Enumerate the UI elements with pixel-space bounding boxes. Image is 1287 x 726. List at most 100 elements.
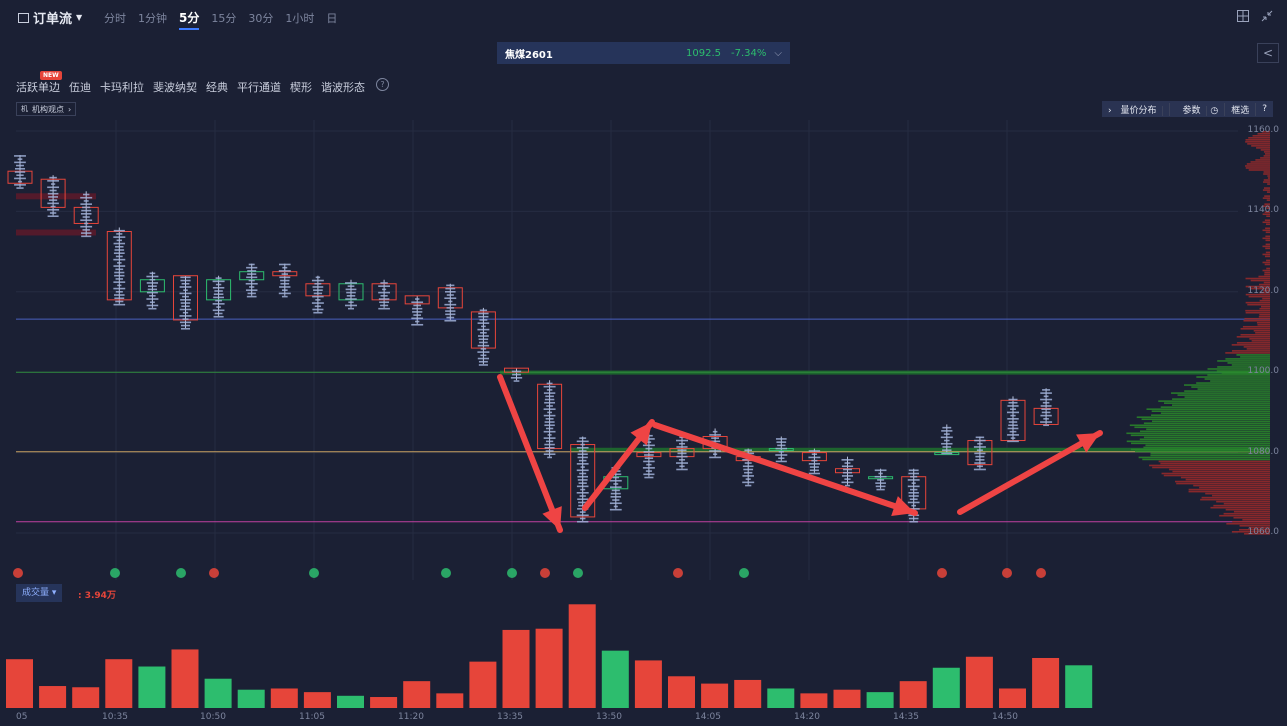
app-title[interactable]: 订单流 ▼: [18, 8, 82, 27]
footprint-cell: [547, 456, 552, 459]
footprint-cell: [577, 498, 589, 501]
footprint-cell: [246, 295, 257, 298]
footprint-cell: [907, 485, 920, 488]
params-button[interactable]: 参数 ◷: [1170, 102, 1226, 116]
footprint-cell: [47, 180, 59, 182]
footprint-cell: [809, 469, 819, 472]
signal-marker-13: [1036, 568, 1046, 578]
tool-item-7[interactable]: 谐波形态: [321, 81, 365, 94]
profile-bar: [1236, 342, 1270, 344]
profile-bar: [1245, 301, 1270, 304]
tab-2[interactable]: 5分: [179, 9, 200, 30]
footprint-cell: [115, 268, 124, 271]
profile-bar: [1263, 179, 1270, 181]
volume-indicator-button[interactable]: 成交量 ▾: [16, 584, 63, 602]
footprint-cell: [744, 462, 752, 464]
footprint-cell: [579, 511, 586, 513]
profile-bar: [1151, 414, 1270, 417]
footprint-cell: [1008, 401, 1018, 404]
profile-bar: [1267, 177, 1270, 179]
profile-bar: [1262, 245, 1270, 248]
volume-bar-21: [701, 683, 729, 708]
profile-bar: [1251, 340, 1270, 342]
profile-bar: [1183, 384, 1270, 386]
price-chart[interactable]: [0, 120, 1287, 585]
tool-item-0[interactable]: 活跃单边: [16, 81, 60, 94]
tab-3[interactable]: 15分: [211, 12, 237, 25]
footprint-cell: [712, 430, 718, 433]
profile-bar: [1191, 386, 1270, 388]
profile-bar: [1249, 287, 1270, 290]
profile-bar: [1244, 317, 1270, 320]
tab-4[interactable]: 30分: [248, 12, 274, 25]
footprint-cell: [149, 272, 156, 275]
footprint-cell: [1008, 424, 1018, 427]
tool-item-3[interactable]: 斐波纳契: [153, 81, 197, 94]
ticker-bar[interactable]: 焦煤2601 1092.5 -7.34% ⌵: [497, 42, 790, 64]
footprint-cell: [941, 452, 953, 455]
profile-bar: [1257, 133, 1270, 135]
footprint-cell: [182, 318, 189, 320]
tab-6[interactable]: 日: [326, 12, 338, 25]
collapse-button[interactable]: <: [1257, 43, 1279, 63]
footprint-cell: [50, 205, 56, 208]
footprint-cell: [742, 475, 754, 477]
volume-bar-10: [337, 695, 364, 708]
tool-item-1[interactable]: 伍迪: [69, 81, 91, 94]
footprint-cell: [146, 275, 159, 278]
footprint-cell: [580, 488, 586, 491]
help-icon[interactable]: ?: [1262, 104, 1267, 114]
footprint-cell: [907, 501, 920, 504]
footprint-cell: [478, 360, 488, 363]
footprint-cell: [841, 465, 854, 468]
tool-item-4[interactable]: 经典: [206, 81, 228, 94]
tool-item-5[interactable]: 平行通道: [237, 81, 281, 94]
help-icon[interactable]: ?: [376, 78, 389, 91]
footprint-cell: [446, 284, 455, 287]
footprint-cell: [944, 439, 950, 442]
price-tick-1: 1140.0: [1247, 205, 1280, 216]
footprint-cell: [545, 450, 554, 452]
footprint-cell: [713, 453, 718, 456]
volume-bar-12: [403, 681, 431, 708]
footprint-cell: [215, 277, 222, 279]
profile-bar: [1207, 368, 1270, 370]
tool-item-2[interactable]: 卡玛利拉: [100, 81, 144, 94]
footprint-cell: [14, 171, 26, 173]
profile-bar: [1264, 211, 1270, 213]
tool-item-6[interactable]: 楔形: [290, 81, 312, 94]
footprint-cell: [278, 270, 291, 272]
collapse-arrows-icon[interactable]: [1261, 10, 1273, 22]
footprint-cell: [411, 301, 424, 304]
footprint-cell: [181, 305, 190, 308]
footprint-cell: [249, 286, 255, 288]
chart-icon: [18, 12, 29, 23]
tab-1[interactable]: 1分钟: [138, 12, 167, 25]
volume-profile-button[interactable]: › 量价分布: [1102, 102, 1171, 116]
footprint-cell: [974, 452, 986, 455]
institution-button[interactable]: 机 机构观点 ›: [16, 102, 77, 116]
footprint-cell: [1007, 434, 1019, 436]
price-tick-2: 1120.0: [1247, 285, 1280, 296]
tab-5[interactable]: 1小时: [285, 12, 315, 25]
profile-bar: [1257, 323, 1270, 326]
profile-bar: [1172, 470, 1270, 473]
footprint-cell: [446, 316, 455, 319]
box-select-button[interactable]: 框选: [1225, 102, 1257, 116]
footprint-cell: [909, 520, 918, 523]
profile-bar: [1221, 372, 1270, 374]
profile-bar: [1145, 444, 1270, 447]
footprint-cell: [80, 225, 93, 228]
candle-body-3: [106, 231, 132, 301]
footprint-cell: [546, 405, 553, 407]
candle-body-15: [504, 367, 529, 373]
footprint-cell: [182, 295, 189, 298]
time-tick-7: 14:05: [695, 712, 721, 722]
profile-bar: [1266, 199, 1270, 201]
profile-bar: [1245, 167, 1270, 169]
grid-layout-icon[interactable]: [1237, 10, 1249, 22]
footprint-cell: [281, 295, 288, 298]
tab-0[interactable]: 分时: [104, 12, 126, 25]
profile-bar: [1266, 191, 1270, 193]
footprint-cell: [314, 282, 322, 285]
